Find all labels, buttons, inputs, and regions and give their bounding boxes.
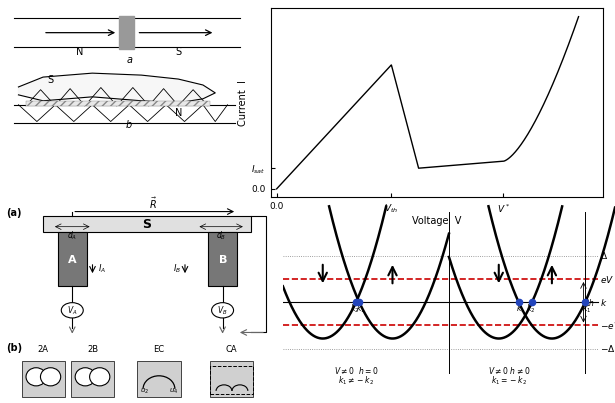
Ellipse shape — [26, 368, 46, 386]
X-axis label: Voltage  V: Voltage V — [412, 216, 461, 226]
Text: $k_1$: $k_1$ — [356, 302, 365, 315]
Text: $k_1$: $k_1$ — [582, 302, 592, 315]
Text: S: S — [47, 75, 54, 85]
Text: (b): (b) — [6, 343, 22, 353]
Polygon shape — [18, 73, 215, 103]
Bar — [26, 102, 210, 106]
Text: $k_1$: $k_1$ — [516, 302, 525, 315]
Bar — [43, 216, 252, 232]
Y-axis label: Current  I: Current I — [239, 80, 248, 126]
Text: $u_4$: $u_4$ — [169, 387, 178, 396]
Ellipse shape — [75, 368, 95, 386]
Text: N: N — [76, 48, 84, 57]
Text: $I_B$: $I_B$ — [173, 263, 181, 275]
Text: N: N — [175, 108, 182, 118]
Text: $k_2$: $k_2$ — [526, 302, 535, 315]
Text: $-eV$: $-eV$ — [600, 320, 615, 331]
Ellipse shape — [41, 368, 61, 386]
Circle shape — [212, 303, 234, 318]
Text: $\Delta$: $\Delta$ — [600, 250, 608, 262]
Bar — [208, 232, 237, 286]
Text: $\mathbf{B}$: $\mathbf{B}$ — [218, 253, 228, 265]
Ellipse shape — [90, 368, 110, 386]
Text: $V_A$: $V_A$ — [67, 304, 77, 317]
Text: $I_A$: $I_A$ — [98, 263, 106, 275]
Text: $\mathbf{A}$: $\mathbf{A}$ — [67, 253, 77, 265]
Text: $V\neq 0\ \ h=0$: $V\neq 0\ \ h=0$ — [333, 365, 378, 376]
Bar — [22, 361, 65, 397]
Text: $2h$: $2h$ — [584, 297, 595, 308]
Text: $V\neq 0\ h\neq 0$: $V\neq 0\ h\neq 0$ — [488, 365, 530, 376]
Text: S: S — [175, 48, 181, 57]
Text: $k_1\neq -k_2$: $k_1\neq -k_2$ — [338, 374, 374, 387]
Circle shape — [62, 303, 83, 318]
Text: (a): (a) — [6, 208, 22, 218]
Bar — [137, 361, 181, 397]
Text: $k_2$: $k_2$ — [350, 302, 359, 315]
Text: EC: EC — [153, 345, 165, 354]
Text: $eV$: $eV$ — [600, 274, 614, 285]
Bar — [119, 16, 134, 50]
Text: $\mathbf{S}$: $\mathbf{S}$ — [143, 218, 153, 231]
Text: b: b — [126, 120, 132, 131]
Text: 2B: 2B — [87, 345, 98, 354]
Text: $k$: $k$ — [600, 297, 608, 308]
Text: 2A: 2A — [38, 345, 49, 354]
Bar — [58, 232, 87, 286]
Text: $-\Delta$: $-\Delta$ — [600, 343, 615, 354]
Text: $\vec{R}$: $\vec{R}$ — [149, 195, 157, 210]
Bar — [210, 366, 253, 394]
Text: $u_2$: $u_2$ — [140, 387, 149, 396]
Bar — [71, 361, 114, 397]
Bar — [210, 361, 253, 397]
Text: CA: CA — [226, 345, 237, 354]
Text: $d_B$: $d_B$ — [216, 229, 226, 242]
Text: $k_1=-k_2$: $k_1=-k_2$ — [491, 374, 527, 387]
Text: $V_B$: $V_B$ — [217, 304, 228, 317]
Text: a: a — [126, 55, 132, 65]
Text: $d_A$: $d_A$ — [67, 229, 77, 242]
